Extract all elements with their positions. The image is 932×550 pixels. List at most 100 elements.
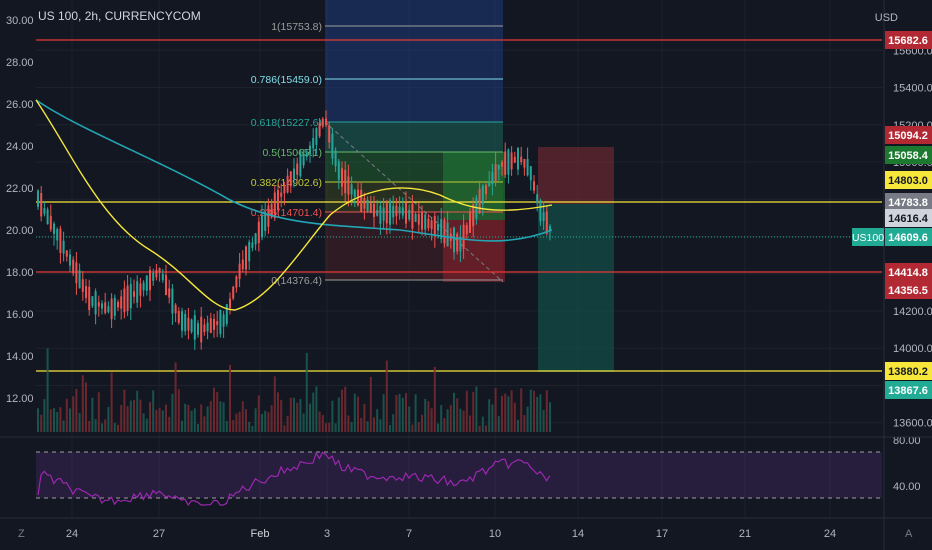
volume-bar [225, 421, 228, 432]
volume-bar [219, 401, 222, 432]
volume-bar [497, 416, 500, 432]
currency-label[interactable]: USD [875, 12, 898, 24]
volume-bar [197, 423, 199, 432]
volume-bar [94, 419, 97, 432]
candle-body [46, 209, 49, 225]
volume-bar [453, 392, 455, 432]
right-axis-tick: 15400.0 [893, 83, 932, 95]
volume-bar [347, 415, 350, 432]
candle-body [145, 275, 148, 291]
left-axis-tick: 14.00 [6, 351, 34, 363]
candle-body [318, 122, 321, 137]
price-label-box [885, 31, 932, 49]
volume-bar [520, 388, 523, 432]
horizontal-lines[interactable] [36, 39, 882, 372]
volume-bar [353, 393, 356, 432]
candle-body [341, 168, 343, 187]
candle-body [184, 313, 187, 332]
price-label-box [885, 126, 932, 144]
volume-bar [142, 413, 145, 432]
volume-bar [229, 364, 231, 432]
left-axis-tick: 30.00 [6, 15, 34, 27]
volume-bar [277, 392, 279, 432]
candle-body [53, 223, 55, 234]
volume-bar [488, 399, 491, 432]
candle-body [155, 269, 158, 278]
candle-body [440, 219, 443, 239]
volume-bar [430, 408, 433, 432]
candle-body [75, 262, 78, 284]
candle-body [104, 302, 107, 313]
candle-body [328, 125, 331, 143]
candle-body [117, 301, 119, 308]
volume-bar [40, 414, 43, 432]
long-stop-zone [443, 220, 505, 282]
volume-bar [264, 410, 267, 432]
log-scale-icon[interactable]: Z [18, 528, 25, 540]
volume-bar [443, 418, 446, 432]
candle-body [133, 291, 135, 297]
candle-body [40, 193, 43, 217]
candle-body [177, 311, 180, 323]
candle-body [542, 212, 545, 221]
left-axis-tick: 22.00 [6, 183, 34, 195]
volume-bar [62, 420, 65, 432]
left-axis-tick: 28.00 [6, 57, 34, 69]
volume-bar [78, 413, 81, 432]
auto-scale-icon[interactable]: A [905, 528, 913, 540]
volume-bar [485, 425, 487, 432]
candle-body [293, 168, 295, 180]
candle-body [238, 263, 241, 280]
volume-bar [395, 395, 398, 432]
candle-body [331, 133, 334, 159]
volume-bar [270, 405, 273, 432]
fib-zone-top [325, 0, 503, 122]
candle-body [549, 226, 551, 231]
volume-bar [168, 416, 171, 432]
volume-bar [545, 390, 548, 432]
candle-body [369, 203, 372, 214]
volume-bar [542, 409, 545, 432]
x-axis-tick: 24 [66, 528, 78, 540]
candle-body [129, 284, 132, 309]
volume-bar [360, 417, 363, 432]
volume-bar [481, 416, 484, 432]
volume-bar [401, 397, 404, 432]
candle-body [225, 304, 228, 324]
candle-body [446, 222, 449, 247]
candle-body [520, 156, 523, 163]
candle-body [536, 194, 539, 204]
volume-bar [149, 402, 151, 432]
volume-bar [507, 396, 510, 432]
volume-bar [88, 420, 91, 432]
candle-body [72, 259, 75, 274]
volume-bar [334, 423, 337, 432]
candle-body [165, 274, 167, 296]
candle-body [149, 269, 151, 291]
price-label-text: 14414.8 [888, 267, 928, 279]
fibonacci-retracement[interactable]: 1(15753.8) 0.786(15459.0) 0.618(15227.6) 0.… [251, 21, 504, 287]
candle-body [325, 118, 327, 125]
volume-bar [472, 391, 475, 432]
candle-body [213, 319, 215, 330]
candle-body [494, 164, 497, 182]
volume-bar [309, 403, 311, 432]
candle-body [385, 203, 388, 224]
volume-bar [456, 398, 459, 432]
volume-bar [46, 348, 49, 432]
volume-bars [37, 348, 551, 432]
volume-bar [449, 405, 452, 432]
symbol-title: US 100, 2h, CURRENCYCOM [38, 9, 201, 23]
volume-bar [398, 394, 401, 432]
volume-bar [129, 400, 132, 432]
candle-body [267, 205, 270, 227]
fib-level-label: 0(14376.4) [271, 275, 322, 287]
price-label-text: 14803.0 [888, 175, 928, 187]
candle-body [190, 319, 193, 333]
volume-bar [267, 412, 270, 432]
candle-body [37, 190, 39, 207]
candle-body [193, 315, 196, 340]
volume-bar [104, 419, 107, 432]
